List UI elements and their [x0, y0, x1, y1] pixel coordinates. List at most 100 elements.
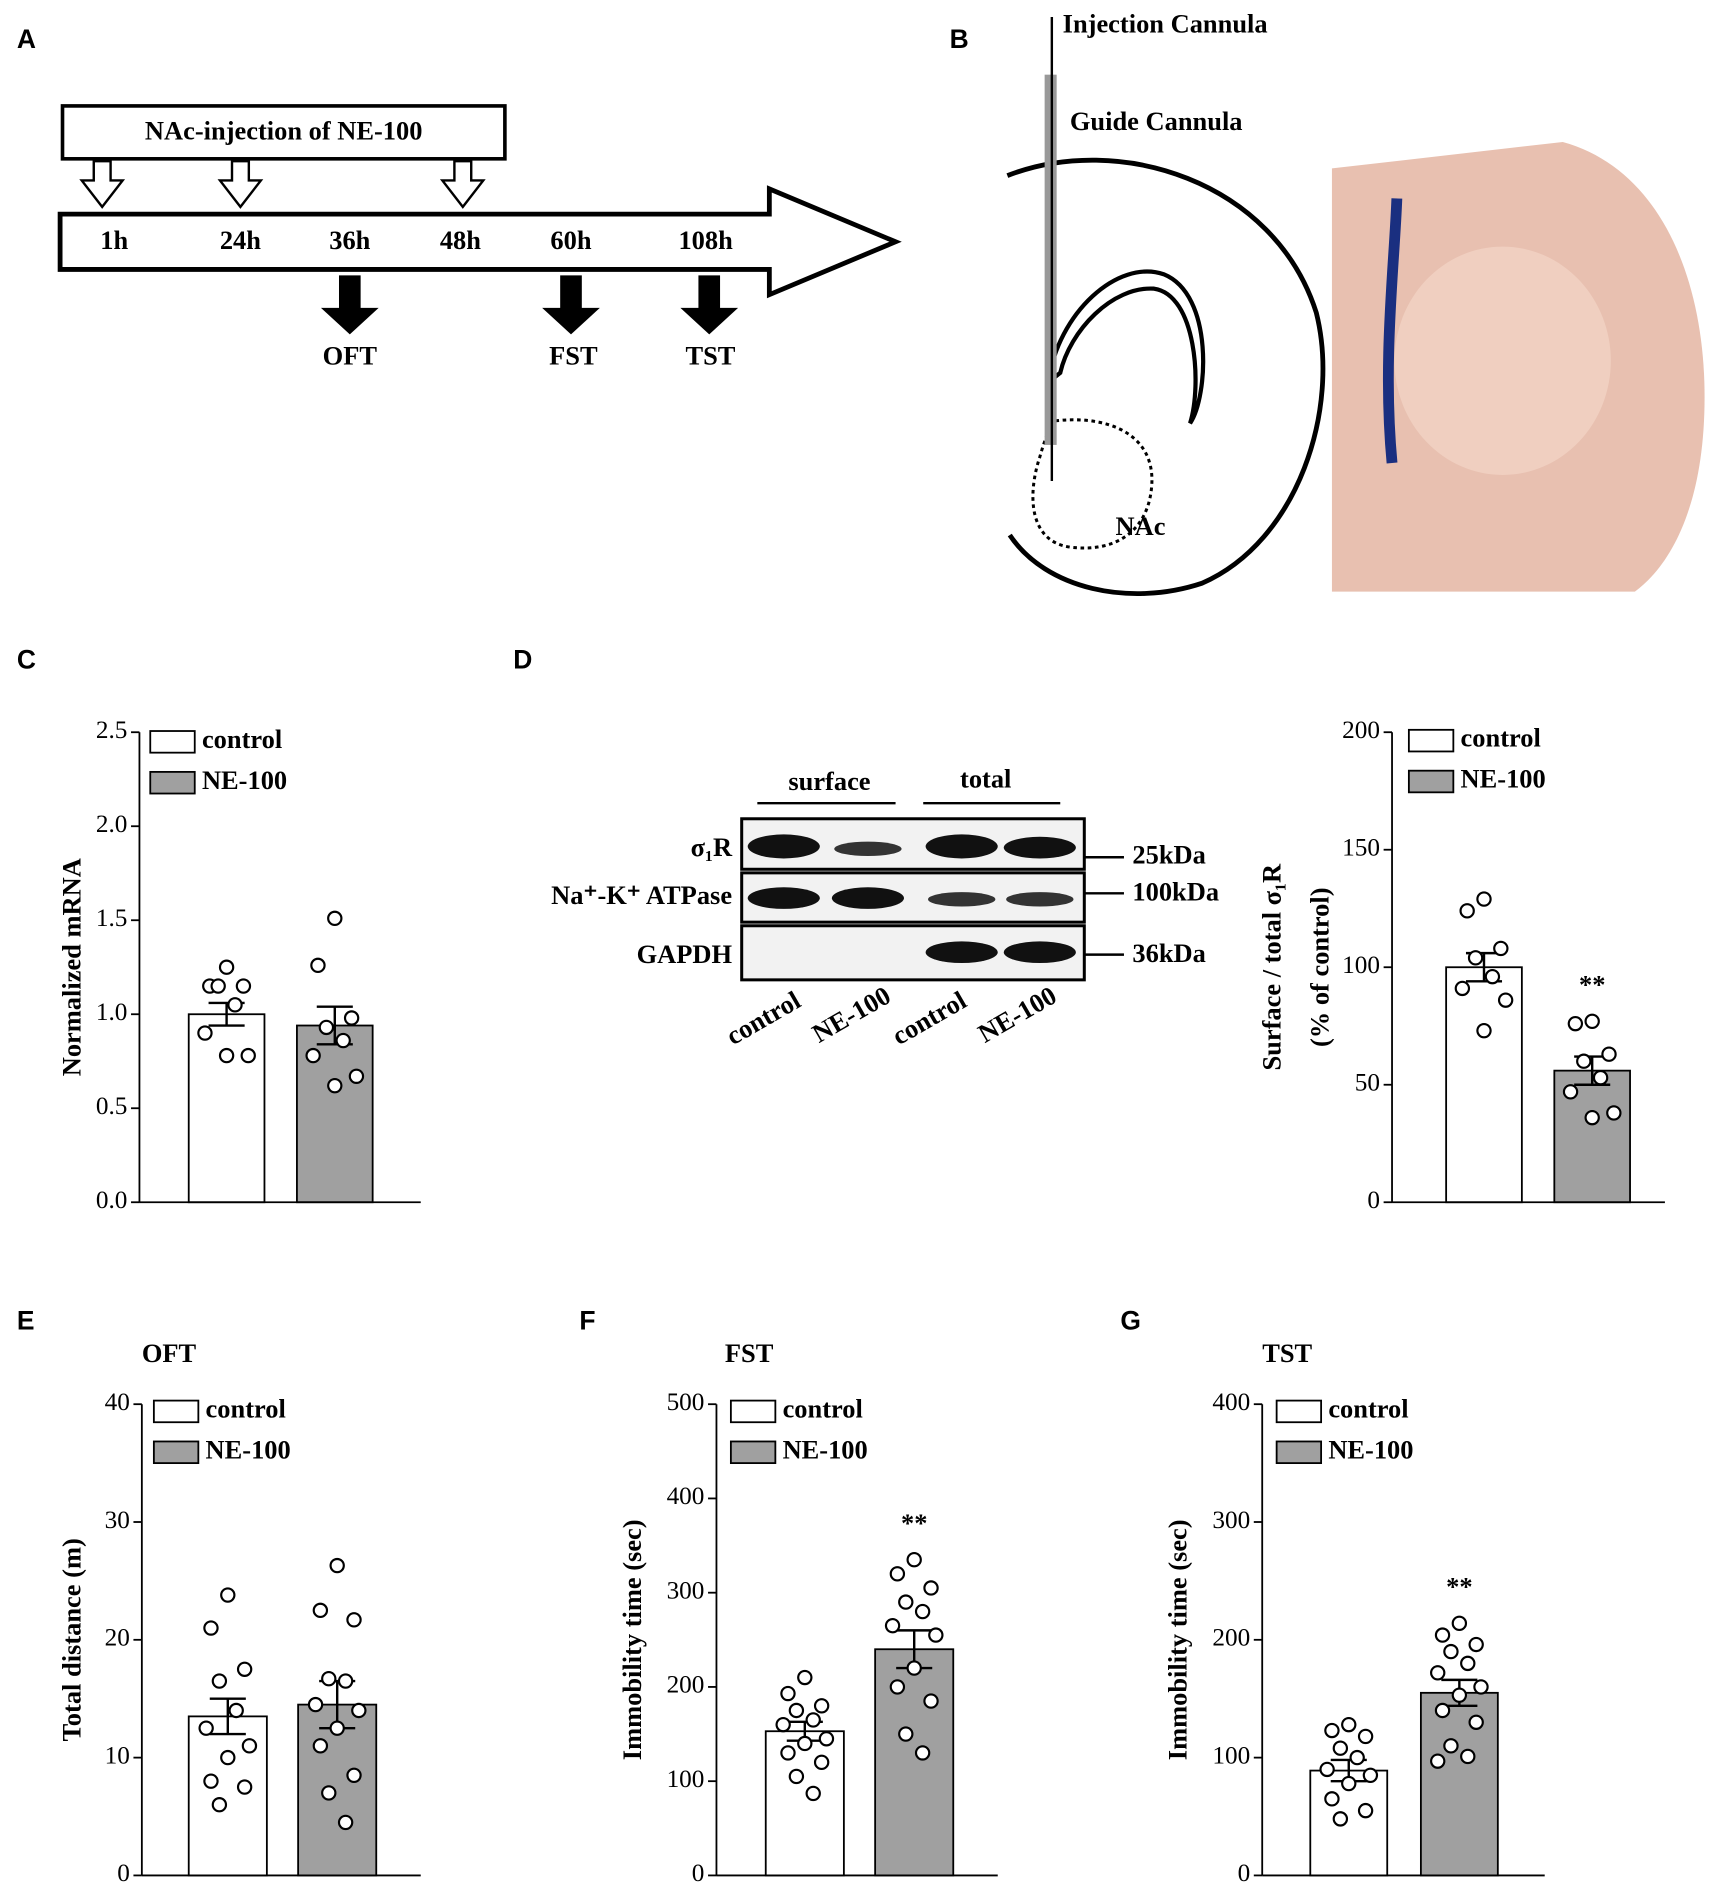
nac-outline	[1031, 418, 1154, 550]
size-label: 36kDa	[1132, 938, 1205, 968]
y-tick-label: 50	[1355, 1070, 1380, 1097]
western-blot: D surface total σ₁R Na⁺-K⁺ ATPase GAPDH …	[513, 644, 1219, 1051]
time-label: 48h	[440, 225, 481, 255]
legend-swatch	[1407, 769, 1455, 794]
data-point	[914, 1603, 931, 1620]
lane-label: NE-100	[807, 980, 896, 1049]
data-point	[1434, 1702, 1451, 1719]
data-point	[1484, 968, 1501, 985]
bar-chart: Surface / total σ₁R (% of control) 0 50 100 1…	[1256, 717, 1665, 1214]
data-point	[780, 1745, 796, 1761]
test-label: OFT	[323, 340, 378, 370]
y-axis-label: Immobility time (sec)	[1163, 1519, 1193, 1760]
legend-label: control	[202, 724, 282, 754]
photo-region	[1394, 246, 1611, 475]
y-tick-label: 500	[667, 1389, 705, 1416]
data-point	[343, 1010, 360, 1026]
y-tick-label: 200	[1342, 717, 1380, 744]
test-arrows	[320, 275, 739, 335]
panel-letter: F	[579, 1305, 595, 1335]
region-label: NAc	[1116, 511, 1166, 541]
y-tick-label: 0.5	[96, 1093, 128, 1120]
data-point	[898, 1594, 914, 1610]
data-point	[797, 1669, 813, 1686]
legend-label: NE-100	[206, 1434, 291, 1464]
y-tick-label: 0.0	[96, 1187, 128, 1214]
legend-label: NE-100	[1461, 764, 1546, 794]
data-point	[321, 1785, 337, 1801]
data-point	[1430, 1753, 1446, 1769]
data-point	[337, 1673, 354, 1689]
data-point	[351, 1702, 367, 1719]
y-tick-label: 2.5	[96, 717, 128, 744]
data-point	[218, 1047, 235, 1064]
y-tick-label: 2.0	[96, 811, 128, 838]
data-point	[220, 1587, 236, 1603]
y-tick-label: 100	[1342, 952, 1380, 979]
data-point	[236, 1661, 253, 1677]
y-axis-label: Normalized mRNA	[57, 858, 87, 1076]
data-point	[923, 1693, 939, 1709]
data-point	[1467, 950, 1484, 966]
data-point	[1584, 1109, 1600, 1126]
row-label: GAPDH	[637, 939, 733, 969]
time-label: 60h	[550, 225, 591, 255]
data-point	[236, 1779, 253, 1795]
bar-chart: G TST Immobility time (sec) 0 100 200 300 400 co…	[1120, 1305, 1545, 1887]
significance: **	[1579, 970, 1605, 1000]
data-point	[305, 1047, 321, 1064]
y-tick-label: 0	[1238, 1860, 1251, 1887]
lane-label: control	[887, 985, 972, 1051]
data-point	[914, 1745, 931, 1761]
data-point	[928, 1627, 944, 1643]
y-axis-label: Surface / total σ₁R	[1256, 863, 1286, 1071]
data-point	[310, 957, 326, 974]
y-tick-label: 0	[117, 1860, 130, 1887]
y-tick-label: 20	[105, 1625, 130, 1652]
size-label: 100kDa	[1132, 877, 1219, 907]
bar-chart: E OFT Total distance (m) 0 10 20 30 40 control NE…	[17, 1305, 421, 1887]
data-point	[1341, 1775, 1357, 1792]
panel-letter: A	[17, 24, 36, 54]
y-axis-label: Total distance (m)	[57, 1538, 87, 1741]
data-point	[805, 1785, 821, 1802]
data-point	[327, 910, 343, 927]
bar-chart: F FST Immobility time (sec) 0 100 200 300 400 50…	[579, 1305, 998, 1887]
legend-swatch	[1275, 1399, 1323, 1424]
significance: **	[1446, 1572, 1472, 1602]
bar-chart: C Normalized mRNA 0.0 0.5 1.0 1.5 2.0 2.5 contro…	[17, 644, 421, 1214]
data-point	[1443, 1643, 1459, 1660]
time-label: 1h	[100, 225, 128, 255]
time-label: 24h	[220, 225, 261, 255]
legend-label: control	[1328, 1393, 1408, 1423]
data-point	[1434, 1627, 1451, 1643]
timeline-arrow	[57, 185, 902, 299]
data-point	[1362, 1767, 1379, 1783]
bands	[747, 834, 1076, 964]
data-point	[312, 1602, 329, 1619]
significance: **	[901, 1508, 927, 1538]
data-point	[337, 1814, 354, 1831]
data-point	[1476, 891, 1492, 907]
data-point	[818, 1731, 835, 1747]
y-tick-label: 100	[667, 1766, 705, 1793]
data-point	[1341, 1716, 1357, 1733]
bar	[874, 1648, 955, 1877]
data-point	[318, 1019, 335, 1036]
test-label: TST	[685, 340, 735, 370]
data-point	[1476, 1022, 1492, 1039]
hollow-arrows	[79, 160, 486, 209]
y-tick-label: 0	[1367, 1187, 1380, 1214]
brain-structure	[1045, 269, 1206, 425]
dye-track	[1382, 198, 1403, 464]
data-point	[203, 1773, 219, 1789]
data-point	[1601, 1046, 1617, 1062]
data-point	[1451, 1687, 1468, 1703]
y-tick-label: 150	[1342, 835, 1380, 862]
bar	[187, 1013, 266, 1204]
y-tick-label: 400	[667, 1483, 705, 1510]
error-bar	[209, 1697, 246, 1736]
panel-b: B Injection Cannula Guide Cannula NAc	[950, 9, 1705, 596]
y-tick-label: 30	[105, 1507, 130, 1534]
